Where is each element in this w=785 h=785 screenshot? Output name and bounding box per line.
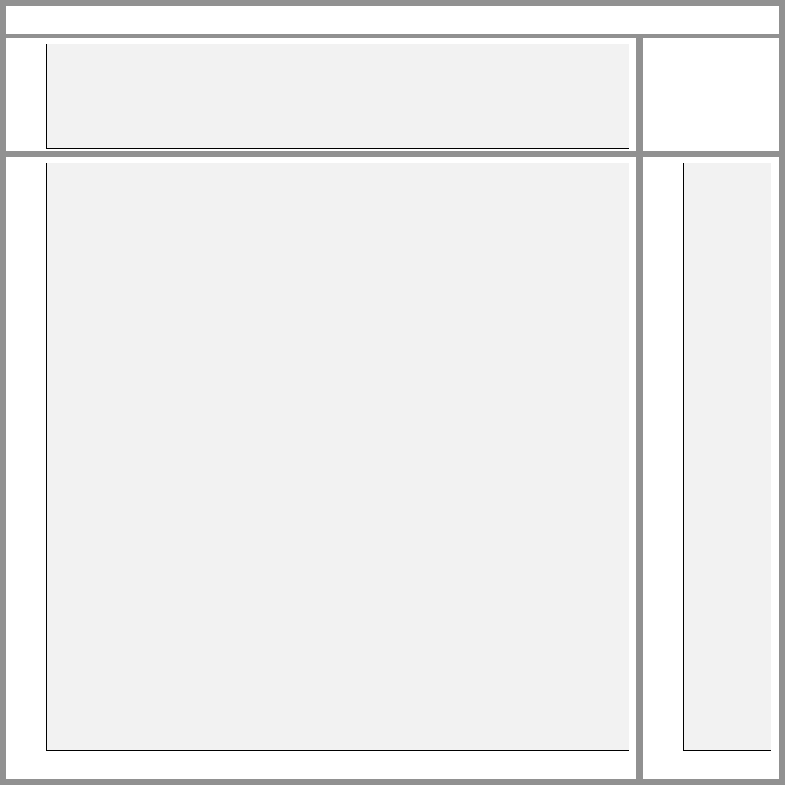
altitude-histogram-gridlines — [684, 163, 771, 750]
altitude-histogram-panel[interactable] — [643, 157, 779, 779]
lma-station-markers — [47, 163, 629, 750]
plan-view-map-panel[interactable] — [6, 157, 636, 779]
time-height-gridlines — [47, 44, 629, 148]
source-count-panel — [643, 38, 779, 151]
time-height-panel[interactable] — [6, 38, 636, 151]
title-bar — [6, 6, 779, 34]
plan-view-plot-area[interactable] — [46, 163, 629, 751]
time-height-plot-area[interactable] — [46, 44, 629, 149]
altitude-histogram-plot-area[interactable] — [683, 163, 771, 751]
